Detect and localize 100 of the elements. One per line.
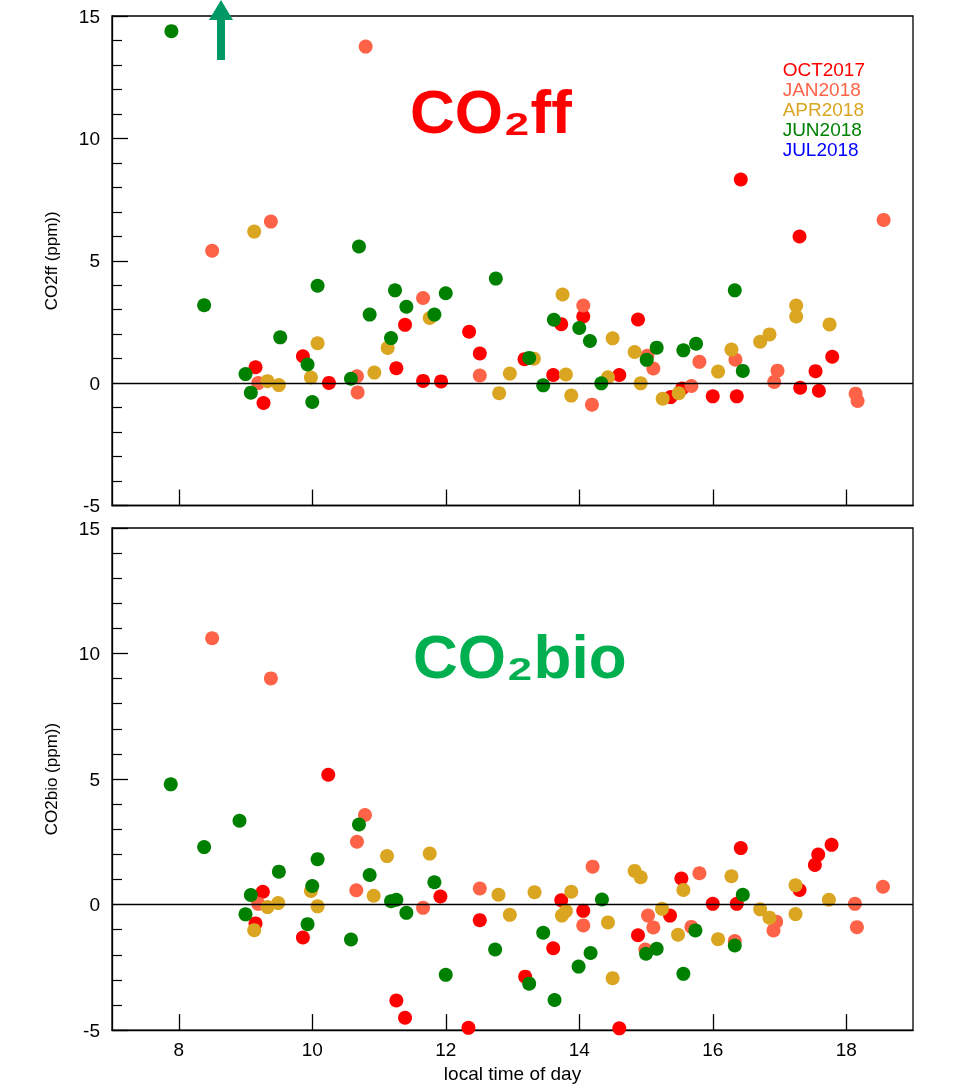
point [310, 852, 325, 867]
point [753, 334, 768, 349]
point [310, 278, 325, 293]
point [462, 324, 477, 339]
point [633, 870, 648, 885]
y-tick-label: 10 [78, 127, 100, 149]
text: JUN2018 [782, 119, 862, 140]
point [808, 364, 823, 379]
point [416, 373, 431, 388]
point [655, 391, 670, 406]
point [300, 917, 315, 932]
x-tick-label: 12 [435, 1039, 457, 1061]
point [724, 342, 739, 357]
legend-label: JUL2018 [782, 139, 859, 160]
point [600, 915, 615, 930]
y-tick-label: 5 [89, 250, 100, 272]
y-tick-label: -5 [83, 495, 100, 516]
point [788, 907, 803, 922]
y-axis-title: CO2ff (ppm)) [42, 211, 61, 311]
point [349, 834, 364, 849]
point [724, 869, 739, 884]
point [558, 904, 573, 919]
point [555, 287, 570, 302]
point [735, 363, 750, 378]
point [197, 840, 212, 855]
point [564, 884, 579, 899]
y-axis-title: CO2bio (ppm)) [42, 722, 61, 836]
point [427, 307, 442, 322]
point [576, 903, 591, 918]
point [793, 380, 808, 395]
point [255, 884, 270, 899]
point [576, 298, 591, 313]
point [571, 959, 586, 974]
point [422, 846, 437, 861]
point [488, 942, 503, 957]
point [350, 385, 365, 400]
point [367, 365, 382, 380]
point [822, 317, 837, 332]
point [762, 327, 777, 342]
point [583, 946, 598, 961]
point [380, 849, 395, 864]
point [238, 367, 253, 382]
point [676, 343, 691, 358]
point [649, 941, 664, 956]
point [472, 881, 487, 896]
point [248, 360, 263, 375]
point [427, 875, 442, 890]
x-tick-label: 18 [835, 1039, 857, 1061]
point [811, 847, 826, 862]
point [641, 908, 655, 923]
point [351, 239, 366, 254]
point [705, 389, 720, 404]
point [398, 317, 413, 332]
point [232, 813, 247, 828]
point [472, 368, 487, 383]
point [536, 925, 551, 940]
point [351, 817, 366, 832]
point [349, 883, 364, 898]
y-tick-label: 10 [78, 643, 100, 665]
point [263, 214, 278, 229]
point [762, 910, 777, 925]
point [733, 841, 748, 856]
point [398, 1010, 413, 1025]
point [671, 386, 686, 401]
point [362, 867, 377, 882]
point [705, 896, 720, 911]
point [572, 321, 587, 336]
point [564, 388, 579, 403]
point [676, 966, 691, 981]
point [585, 859, 600, 874]
point [770, 363, 785, 378]
point [263, 671, 278, 686]
y-tick-label: 15 [78, 517, 100, 539]
point [522, 350, 537, 365]
point [584, 397, 599, 412]
point [674, 871, 689, 886]
point [197, 298, 212, 313]
point [727, 283, 742, 298]
y-tick-label: -5 [83, 1019, 100, 1041]
y-tick-label: 0 [89, 894, 100, 916]
point [256, 395, 271, 410]
point [594, 376, 609, 391]
point [438, 967, 453, 982]
point [388, 283, 403, 298]
point [875, 879, 890, 894]
point [735, 887, 750, 902]
point [558, 367, 573, 382]
point [684, 379, 699, 394]
point [416, 900, 431, 915]
point [416, 290, 431, 305]
point [811, 383, 826, 398]
point [243, 385, 258, 400]
point [547, 992, 562, 1007]
point [729, 389, 744, 404]
point [649, 340, 664, 355]
point [472, 346, 487, 361]
point [389, 892, 404, 907]
point [343, 371, 358, 386]
point [733, 172, 748, 187]
point [163, 777, 178, 792]
